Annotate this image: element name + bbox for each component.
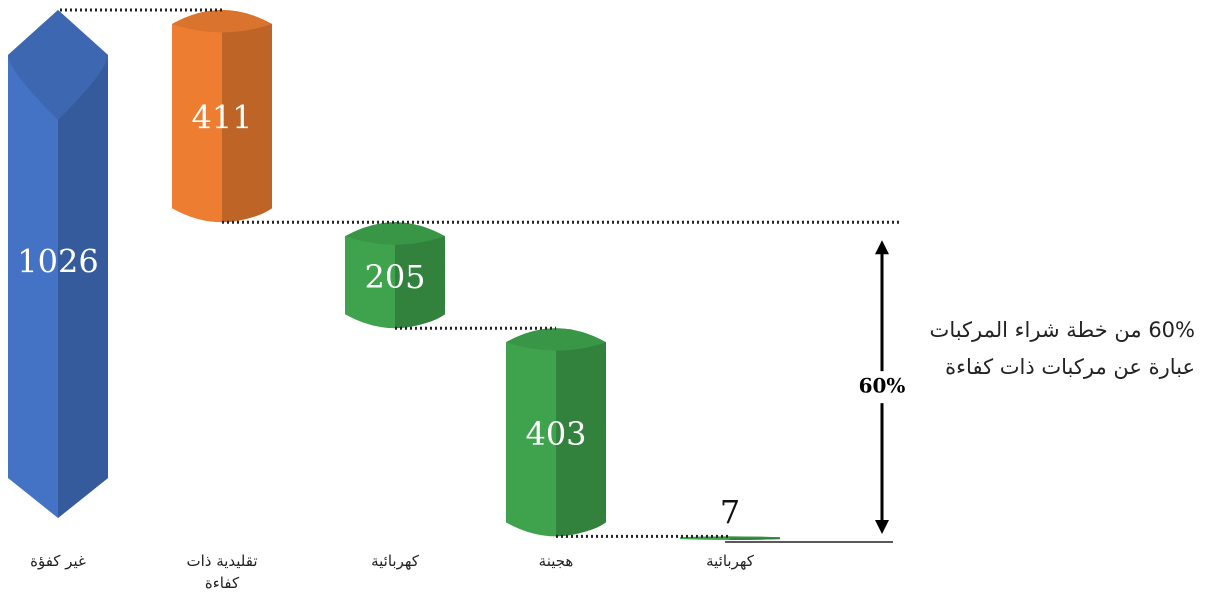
bar-top	[172, 10, 272, 33]
data-label: 205	[364, 258, 425, 296]
bar-top	[506, 328, 606, 351]
data-label: 403	[525, 415, 586, 453]
arrow-head	[875, 520, 889, 534]
annotation-bg	[854, 371, 910, 404]
category-label: غير كفؤة	[30, 552, 86, 570]
category-label: هجينة	[538, 552, 574, 570]
category-label: تقليدية ذات كفاءة	[186, 552, 258, 592]
category-label: كهربائية	[371, 552, 419, 570]
bar-shade	[58, 55, 108, 518]
bar-shade	[395, 232, 445, 329]
data-label: 411	[191, 99, 252, 137]
bar-shade	[222, 19, 272, 223]
data-label: 7	[720, 493, 740, 531]
bar-shade	[556, 338, 606, 537]
annotation-text: 60% من خطة شراء المركبات عبارة عن مركبات…	[929, 318, 1195, 379]
bar-top	[8, 10, 108, 120]
annotation: 60%	[859, 374, 906, 398]
arrow-head	[875, 240, 889, 255]
data-label: 1026	[17, 243, 98, 281]
bar-top	[345, 222, 445, 245]
bar-top	[680, 536, 780, 538]
category-label: كهربائية	[706, 552, 754, 570]
